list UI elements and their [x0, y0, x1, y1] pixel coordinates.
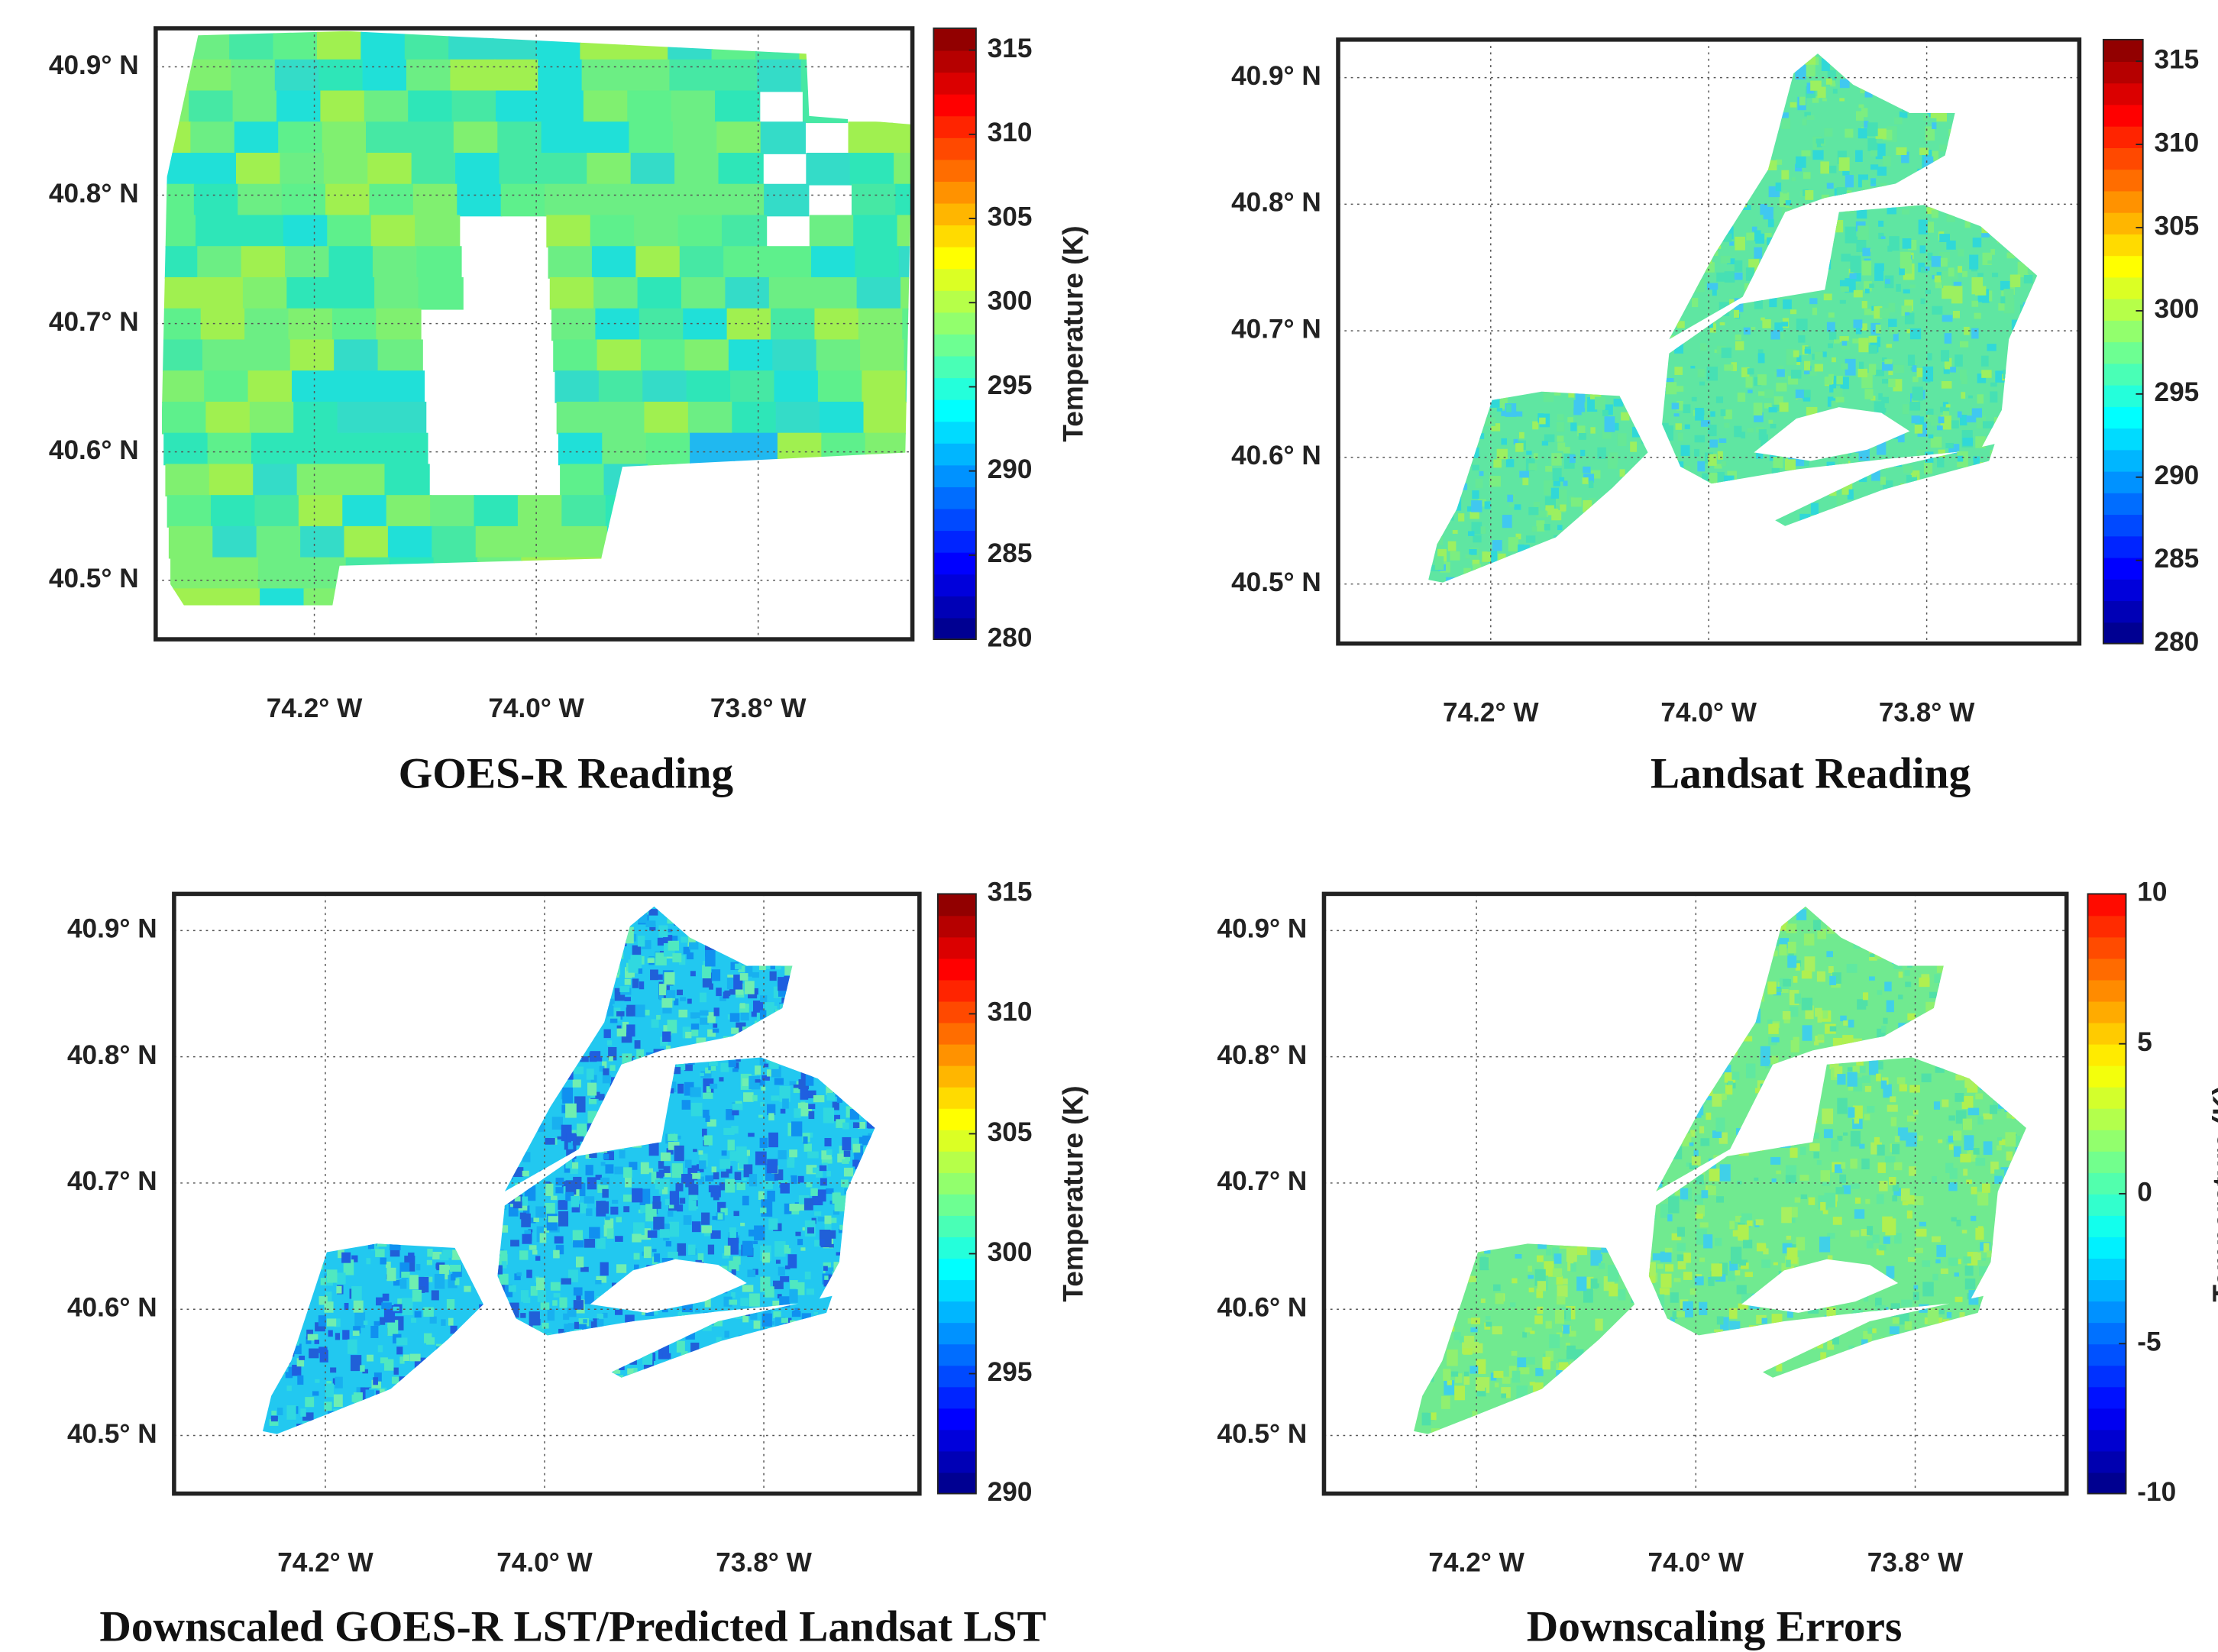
y-tick-label: 40.8° N: [49, 179, 139, 209]
colorbar-tick-label: 300: [2155, 294, 2200, 324]
y-tick-label: 40.6° N: [49, 435, 139, 465]
y-tick-label: 40.7° N: [67, 1166, 157, 1196]
map-panel: 74.2° W 74.0° W 73.8° W 40.5° N 40.6° N 40.7°…: [67, 878, 1088, 1651]
colorbar: -10 -5 0 5 10 Temperature (K): [2088, 878, 2218, 1507]
x-tick-label: 74.2° W: [1428, 1547, 1524, 1577]
colorbar-tick-label: 290: [2155, 461, 2200, 490]
y-tick-label: 40.8° N: [1231, 188, 1321, 218]
colorbar-tick-label: 310: [2155, 128, 2200, 157]
colorbar: 280 285 290 295 300 305 310 315: [2103, 40, 2199, 657]
colorbar-label: Temperature (K): [2207, 1085, 2218, 1301]
x-tick-label: 74.0° W: [1660, 697, 1757, 727]
x-tick-label: 74.2° W: [1443, 697, 1539, 727]
map-panel: 74.2° W 74.0° W 73.8° W 40.5° N 40.6° N 40.7°…: [1231, 40, 2199, 798]
y-tick-label: 40.5° N: [1231, 567, 1321, 597]
colorbar-tick-label: 305: [2155, 211, 2200, 241]
x-tick-label: 74.0° W: [488, 693, 584, 723]
colorbar-tick-label: 315: [988, 878, 1033, 907]
x-tick-label: 73.8° W: [1867, 1547, 1964, 1577]
colorbar-tick-label: -5: [2137, 1327, 2161, 1357]
y-tick-label: 40.9° N: [1217, 914, 1308, 944]
colorbar-tick-label: 295: [988, 1357, 1033, 1387]
colorbar: 280 285 290 295 300 305 310 315 Temperature (K): [933, 28, 1088, 652]
colorbar-tick-label: 315: [2155, 44, 2200, 74]
colorbar-tick-label: -10: [2137, 1477, 2176, 1507]
colorbar-tick-label: 280: [988, 622, 1033, 652]
colorbar: 290 295 300 305 310 315 Temperature (K): [938, 878, 1088, 1507]
colorbar-tick-label: 295: [988, 370, 1033, 400]
goes-pixels: [141, 28, 964, 652]
y-tick-label: 40.5° N: [49, 564, 139, 593]
land: [263, 907, 884, 1448]
y-tick-label: 40.7° N: [1231, 314, 1321, 344]
colorbar-label: Temperature (K): [1056, 225, 1088, 441]
x-tick-label: 73.8° W: [710, 693, 807, 723]
land: [1428, 53, 2047, 595]
map-area: [1414, 907, 2033, 1447]
colorbar-tick-label: 0: [2137, 1177, 2152, 1207]
y-tick-label: 40.6° N: [67, 1293, 157, 1323]
panel-title: GOES-R Reading: [399, 750, 734, 798]
colorbar-tick-label: 305: [988, 202, 1033, 231]
colorbar-tick-label: 305: [988, 1117, 1033, 1147]
y-tick-label: 40.7° N: [49, 307, 139, 337]
y-tick-label: 40.9° N: [49, 50, 139, 80]
x-tick-label: 73.8° W: [1879, 697, 1975, 727]
y-tick-label: 40.6° N: [1217, 1293, 1308, 1323]
y-tick-label: 40.7° N: [1217, 1166, 1308, 1196]
colorbar-tick-label: 315: [988, 34, 1033, 63]
colorbar-tick-label: 290: [988, 1477, 1033, 1507]
colorbar-tick-label: 290: [988, 454, 1033, 484]
colorbar-tick-label: 280: [2155, 627, 2200, 657]
colorbar-tick-label: 285: [988, 538, 1033, 568]
colorbar-tick-label: 10: [2137, 878, 2167, 907]
colorbar-tick-label: 300: [988, 1237, 1033, 1267]
panel-title: Downscaled GOES-R LST/Predicted Landsat …: [99, 1602, 1046, 1650]
land: [1414, 907, 2033, 1447]
colorbar-tick-label: 285: [2155, 544, 2200, 574]
x-tick-label: 74.0° W: [496, 1547, 593, 1577]
x-tick-label: 74.2° W: [277, 1547, 373, 1577]
y-tick-label: 40.6° N: [1231, 441, 1321, 470]
x-tick-label: 74.2° W: [267, 693, 363, 723]
map-area: [263, 907, 884, 1448]
map-area: [1428, 53, 2047, 595]
y-tick-label: 40.9° N: [67, 914, 157, 944]
panel-title: Landsat Reading: [1651, 750, 1971, 798]
panel-title: Downscaling Errors: [1527, 1602, 1903, 1650]
y-tick-label: 40.8° N: [1217, 1040, 1308, 1070]
x-tick-label: 74.0° W: [1648, 1547, 1744, 1577]
y-tick-label: 40.9° N: [1231, 61, 1321, 91]
colorbar-label: Temperature (K): [1056, 1085, 1088, 1301]
colorbar-tick-label: 310: [988, 997, 1033, 1027]
map-area: [141, 28, 964, 652]
colorbar-tick-label: 295: [2155, 377, 2200, 407]
map-panel: 74.2° W 74.0° W 73.8° W 40.5° N 40.6° N 40.7°…: [49, 28, 1088, 798]
colorbar-tick-label: 300: [988, 286, 1033, 316]
y-tick-label: 40.8° N: [67, 1040, 157, 1070]
colorbar-tick-label: 5: [2137, 1027, 2152, 1057]
map-panel: 74.2° W 74.0° W 73.8° W 40.5° N 40.6° N 40.7°…: [1217, 878, 2218, 1651]
y-tick-label: 40.5° N: [67, 1419, 157, 1449]
colorbar-tick-label: 310: [988, 118, 1033, 147]
x-tick-label: 73.8° W: [716, 1547, 812, 1577]
y-tick-label: 40.5° N: [1217, 1419, 1308, 1449]
